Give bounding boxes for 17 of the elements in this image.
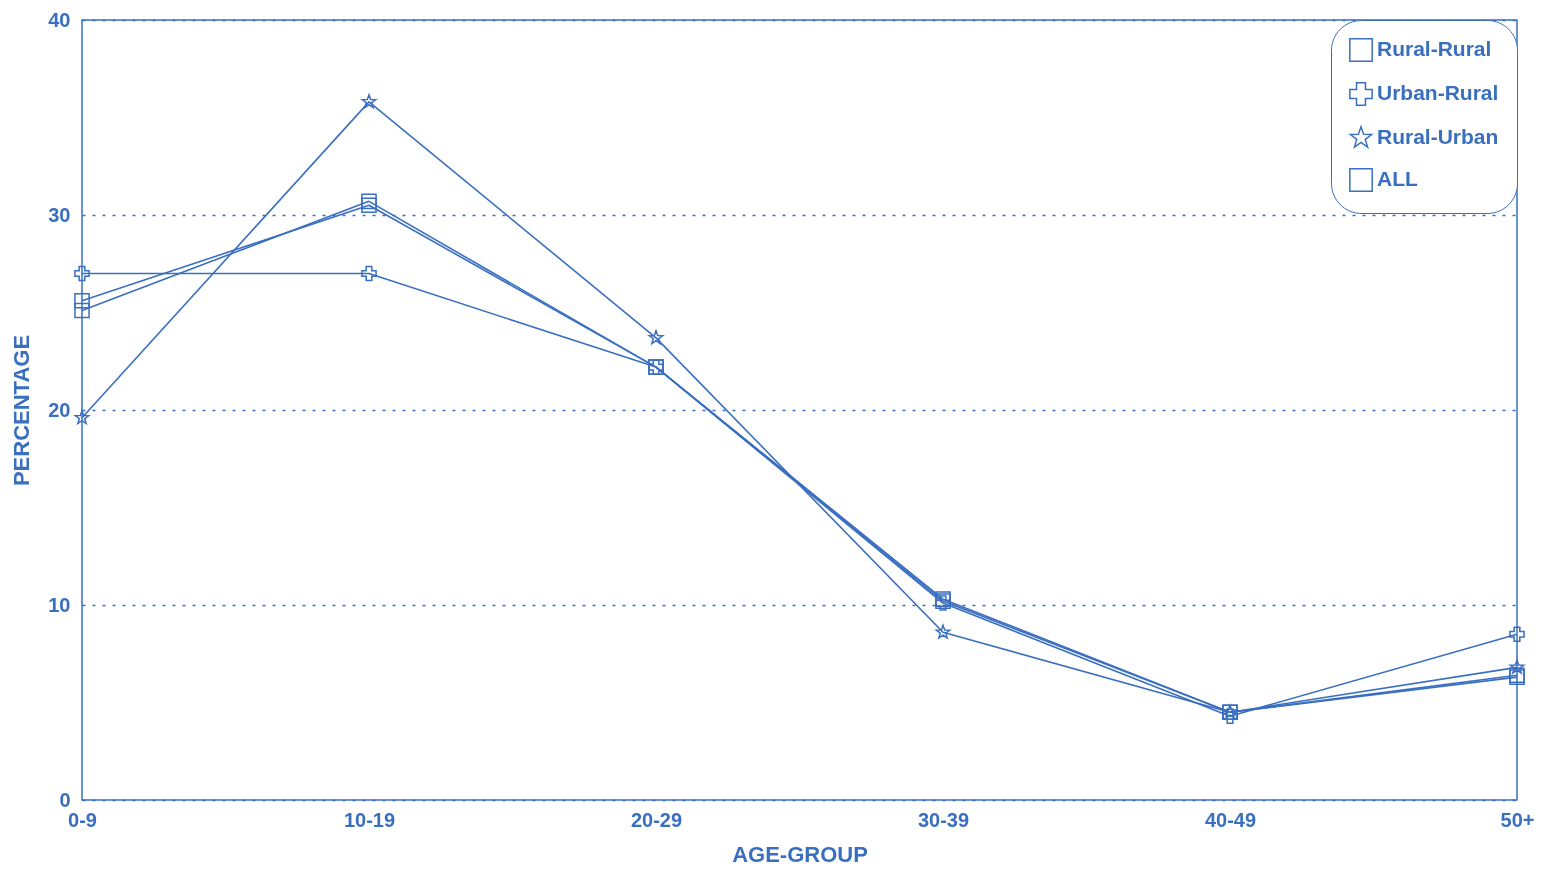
y-tick-label: 10: [48, 593, 71, 616]
x-tick-label: 40-49: [1204, 808, 1257, 831]
y-tick-label: 30: [48, 203, 71, 226]
y-tick-label: 40: [48, 8, 71, 31]
y-axis-title: PERCENTAGE: [9, 334, 35, 487]
legend-label: Urban-Rural: [1377, 81, 1499, 104]
y-tick-label: 20: [48, 398, 71, 421]
x-axis-title: AGE-GROUP: [732, 841, 868, 867]
y-tick-label: 0: [59, 788, 71, 811]
x-tick-label: 50+: [1500, 808, 1535, 831]
legend-label: Rural-Rural: [1377, 37, 1492, 60]
x-tick-label: 30-39: [917, 808, 970, 831]
x-tick-label: 20-29: [630, 808, 683, 831]
legend-label: ALL: [1377, 167, 1418, 190]
legend-label: Rural-Urban: [1377, 125, 1499, 148]
x-tick-label: 10-19: [343, 808, 396, 831]
x-tick-label: 0-9: [68, 808, 97, 831]
